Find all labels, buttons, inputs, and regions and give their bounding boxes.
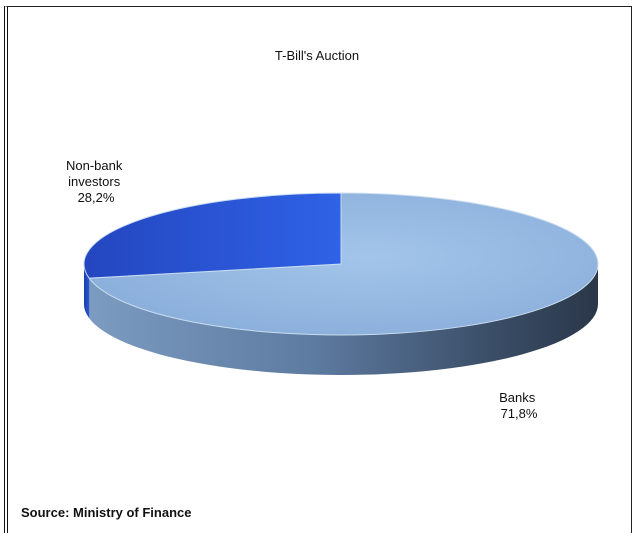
slice-label-banks: Banks 71,8% (499, 390, 539, 421)
pie-slice-banks (88, 192, 599, 336)
slice-label-banks-line1: Banks (499, 390, 536, 405)
pie-side-banks (84, 264, 598, 375)
slice-value-banks: 71,8% (501, 406, 538, 421)
chart-title: T-Bill's Auction (274, 48, 360, 63)
slice-label-nonbank-line1: Non-bank (66, 158, 123, 173)
slice-value-nonbank: 28,2% (78, 190, 115, 205)
chart-frame (4, 6, 632, 533)
slice-label-nonbank: Non-bank investors 28,2% (66, 158, 126, 205)
source-note: Source: Ministry of Finance (21, 505, 192, 520)
slice-label-nonbank-line2: investors (68, 174, 121, 189)
pie-group (83, 192, 599, 375)
pie-slice-nonbank (83, 192, 342, 279)
pie-side-nonbank (84, 264, 90, 319)
